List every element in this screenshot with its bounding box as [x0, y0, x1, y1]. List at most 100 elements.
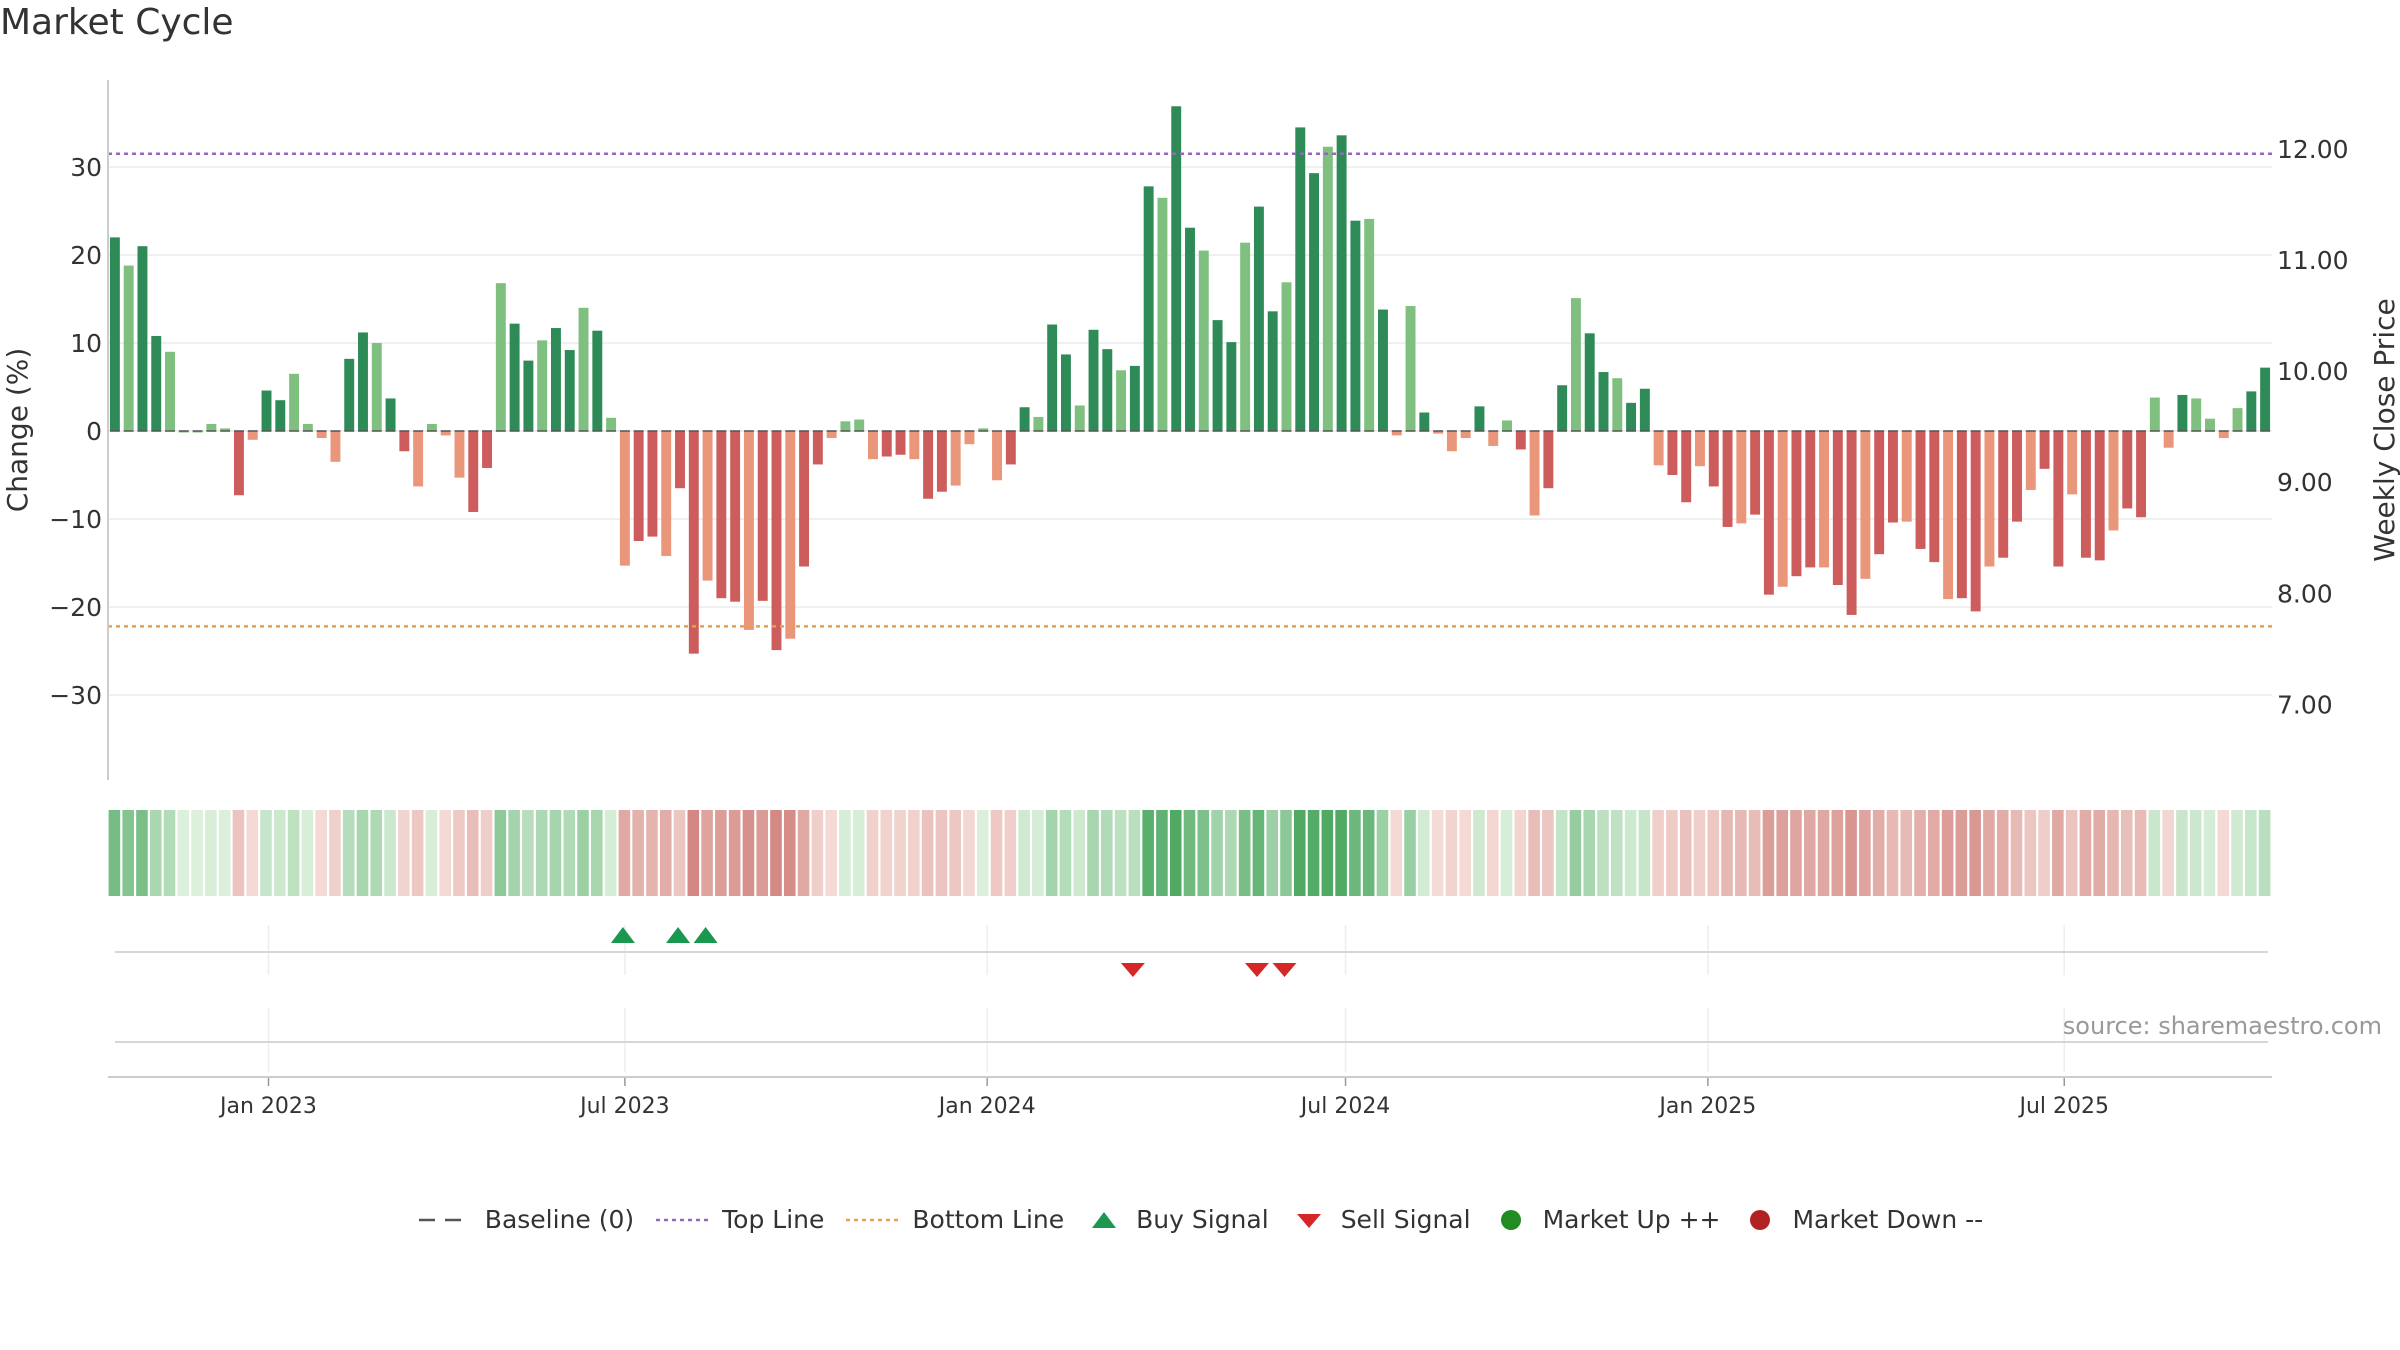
change-bar	[1970, 431, 1981, 612]
buy-signal-marker	[666, 927, 691, 943]
heat-cell	[2203, 810, 2216, 896]
legend-label: Buy Signal	[1136, 1205, 1269, 1234]
heat-cell	[1859, 810, 1871, 896]
heat-cell	[1252, 810, 1265, 896]
heat-cell	[260, 810, 272, 896]
heat-cell	[480, 810, 493, 896]
heat-cell	[1445, 810, 1458, 896]
heat-cell	[411, 810, 424, 896]
change-bar	[564, 350, 575, 431]
change-bar	[1253, 206, 1264, 431]
change-bar	[1185, 227, 1195, 431]
heat-cell	[728, 810, 741, 896]
x-tick-label: Jan 2023	[218, 1094, 317, 1119]
change-bar	[316, 431, 327, 439]
change-bar	[578, 307, 589, 431]
heat-cell	[1748, 810, 1761, 896]
heat-cell	[632, 810, 644, 896]
heat-cell	[618, 810, 631, 896]
heat-cell	[1390, 810, 1403, 896]
heat-cell	[1473, 810, 1485, 896]
heat-cell	[2134, 810, 2147, 896]
change-bar	[619, 431, 630, 566]
heat-cell	[1638, 810, 1651, 896]
change-bar	[1019, 407, 1030, 431]
change-bar	[1378, 309, 1388, 431]
change-bar	[2012, 431, 2022, 522]
heat-cell	[701, 810, 713, 896]
change-bar	[1543, 431, 1554, 489]
change-bars	[109, 106, 2271, 654]
dash-line-icon	[417, 1210, 485, 1230]
change-bar	[1805, 431, 1816, 568]
heat-cell	[2065, 810, 2078, 896]
change-bar	[1047, 324, 1058, 431]
change-bar	[909, 431, 920, 460]
heat-cell	[1514, 810, 1527, 896]
y-tick-label-left: 20	[70, 241, 102, 270]
heat-cell	[1583, 810, 1596, 896]
heat-cell	[1528, 810, 1540, 896]
heat-cell	[1266, 810, 1278, 896]
change-bar	[2149, 397, 2160, 431]
heat-cell	[301, 810, 314, 896]
sell-signal-marker	[1120, 963, 1145, 977]
change-bar	[826, 431, 837, 439]
heat-cell	[1101, 810, 1113, 896]
change-bar	[757, 431, 768, 601]
heat-cell	[1045, 810, 1058, 896]
change-bar	[923, 431, 934, 499]
y-tick-label-right: 10.00	[2277, 357, 2349, 386]
heat-cell	[218, 810, 231, 896]
heat-cell	[1707, 810, 1720, 896]
heat-cell	[2010, 810, 2023, 896]
change-bar	[1295, 127, 1306, 432]
legend-label: Top Line	[722, 1205, 825, 1234]
heat-cell	[1459, 810, 1471, 896]
heat-cell	[163, 810, 176, 896]
change-bar	[950, 431, 961, 486]
change-bar	[233, 431, 244, 496]
heat-cell	[1335, 810, 1347, 896]
change-bar	[1364, 218, 1375, 431]
change-bar	[1529, 431, 1540, 516]
change-bar	[1832, 431, 1843, 585]
heat-cell	[1059, 810, 1072, 896]
change-bar	[1005, 431, 1016, 465]
heat-cell	[439, 810, 451, 896]
heat-cell	[2093, 810, 2105, 896]
change-bar	[1281, 282, 1292, 431]
legend-label: Market Up ++	[1542, 1205, 1721, 1234]
x-axis: Jan 2023 Jul 2023 Jan 2024 Jul 2024 Jan 2025…	[108, 1076, 2272, 1119]
heat-cell	[1693, 810, 1706, 896]
heat-cell	[1900, 810, 1913, 896]
y-tick-label-left: 0	[86, 417, 102, 446]
heat-cell	[1721, 810, 1733, 896]
heat-cell	[1790, 810, 1802, 896]
change-bar	[1309, 173, 1320, 431]
change-bar	[385, 398, 396, 431]
heat-cell	[2148, 810, 2161, 896]
heat-cell	[687, 810, 700, 896]
change-bar	[785, 431, 796, 639]
change-bar	[1901, 431, 1912, 522]
heat-cell	[1238, 810, 1251, 896]
heat-cell	[1872, 810, 1885, 896]
heat-cell	[1197, 810, 1210, 896]
heat-cell	[1073, 810, 1086, 896]
change-bar	[730, 431, 741, 602]
heat-cell	[1307, 810, 1320, 896]
y-tick-label-left: −10	[49, 505, 102, 534]
change-bar	[1929, 431, 1940, 563]
heat-cell	[1776, 810, 1788, 896]
change-bar	[978, 428, 989, 431]
heat-cell	[1225, 810, 1237, 896]
heat-cell	[205, 810, 217, 896]
change-bar	[1846, 431, 1857, 615]
change-bar	[1943, 431, 1954, 600]
heat-cell	[990, 810, 1003, 896]
change-bar	[2053, 431, 2064, 567]
red-dot-icon	[1740, 1208, 1792, 1232]
change-bar	[1708, 431, 1719, 487]
heat-cell	[342, 810, 355, 896]
